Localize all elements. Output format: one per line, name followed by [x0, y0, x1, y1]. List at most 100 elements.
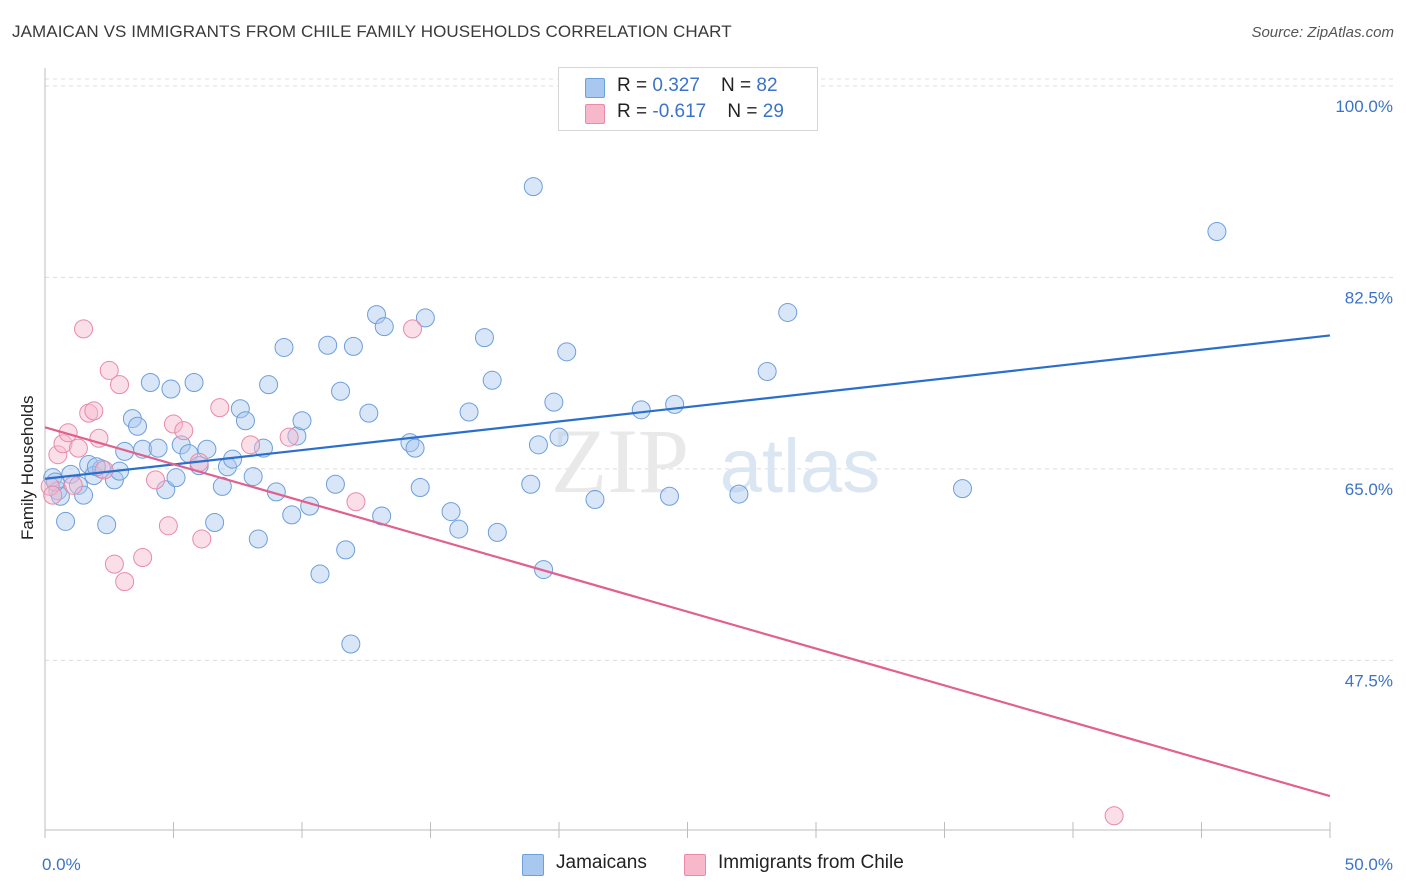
bottom-legend-label-jamaicans: Jamaicans: [556, 852, 647, 873]
chile-point: [279, 427, 299, 447]
jamaican-point: [86, 457, 106, 477]
jamaican-point: [544, 392, 564, 412]
jamaican-point: [148, 438, 168, 458]
legend-swatch-jamaicans: [585, 78, 605, 98]
jamaican-point: [405, 438, 425, 458]
data-points: [40, 177, 1227, 826]
jamaican-point: [292, 411, 312, 431]
chile-point: [241, 435, 261, 455]
jamaican-point: [318, 335, 338, 355]
chile-point: [63, 475, 83, 495]
r-label: R =: [617, 75, 653, 96]
correlation-legend: R = 0.327 N = 82 R = -0.617 N = 29: [558, 67, 818, 131]
jamaican-point: [441, 502, 461, 522]
n-value: 82: [756, 75, 778, 96]
chile-point: [210, 398, 230, 418]
chile-point: [133, 548, 153, 568]
jamaican-point: [1207, 221, 1227, 241]
jamaican-point: [952, 479, 972, 499]
legend-swatch-chile: [585, 104, 605, 124]
jamaican-point: [287, 426, 307, 446]
n-value: 29: [762, 101, 784, 122]
jamaican-point: [374, 317, 394, 337]
jamaican-point: [140, 372, 160, 392]
jamaican-point: [482, 370, 502, 390]
chile-point: [99, 360, 119, 380]
jamaican-point: [56, 511, 76, 531]
jamaican-point: [557, 342, 577, 362]
jamaican-point: [161, 379, 181, 399]
chart-title: JAMAICAN VS IMMIGRANTS FROM CHILE FAMILY…: [12, 22, 732, 41]
jamaican-point: [205, 513, 225, 533]
jamaican-point: [474, 328, 494, 348]
jamaican-point: [253, 438, 273, 458]
watermark-atlas: atlas: [720, 424, 881, 509]
legend-stats-chile: R = -0.617 N = 29: [617, 101, 784, 123]
bottom-legend-label-chile: Immigrants from Chile: [718, 852, 904, 873]
jamaican-point: [274, 337, 294, 357]
chile-point: [84, 401, 104, 421]
jamaican-point: [415, 308, 435, 328]
jamaican-point: [166, 468, 186, 488]
chile-point: [94, 460, 114, 480]
chile-point: [192, 529, 212, 549]
n-label: N =: [727, 101, 763, 122]
chile-point: [89, 428, 109, 448]
jamaican-point: [729, 484, 749, 504]
legend-stats-jamaicans: R = 0.327 N = 82: [617, 75, 778, 97]
bottom-legend-swatch-chile: [684, 854, 706, 876]
jamaican-point: [282, 505, 302, 525]
jamaican-point: [757, 362, 777, 382]
watermark: ZIP atlas: [551, 410, 880, 512]
jamaican-point: [243, 467, 263, 487]
jamaican-point: [310, 564, 330, 584]
trend-lines: [44, 334, 1331, 798]
jamaican-point: [660, 486, 680, 506]
jamaican-point: [68, 475, 88, 495]
chile-point: [110, 375, 130, 395]
chile-point: [43, 485, 63, 505]
x-tick-label: 0.0%: [42, 855, 81, 874]
jamaican-point: [343, 336, 363, 356]
jamaican-point: [410, 478, 430, 498]
chile-point: [403, 319, 423, 339]
jamaican-point: [336, 540, 356, 560]
jamaican-point: [487, 522, 507, 542]
chile-point: [104, 554, 124, 574]
r-value: 0.327: [652, 75, 700, 96]
jamaican-point: [331, 381, 351, 401]
jamaican-point: [259, 375, 279, 395]
chile-trend-line: [44, 426, 1331, 798]
chile-point: [158, 516, 178, 536]
jamaican-point: [325, 474, 345, 494]
axes: [44, 68, 1331, 838]
y-tick-label: 100.0%: [1335, 97, 1393, 116]
x-tick-label: 50.0%: [1345, 855, 1393, 874]
jamaican-point: [341, 634, 361, 654]
jamaican-point: [128, 416, 148, 436]
chile-point: [74, 319, 94, 339]
chile-point: [68, 438, 88, 458]
jamaican-point: [778, 302, 798, 322]
jamaican-point: [230, 399, 250, 419]
jamaican-point: [235, 411, 255, 431]
jamaican-point: [521, 474, 541, 494]
jamaican-point: [74, 485, 94, 505]
jamaican-trend-line: [44, 334, 1331, 480]
bottom-legend-swatch-jamaicans: [522, 854, 544, 876]
jamaican-point: [585, 490, 605, 510]
y-tick-label: 47.5%: [1345, 671, 1393, 690]
source-label: Source: ZipAtlas.com: [1251, 24, 1394, 41]
jamaican-point: [248, 529, 268, 549]
y-tick-label: 65.0%: [1345, 480, 1393, 499]
chile-point: [53, 434, 73, 454]
chile-point: [164, 414, 183, 434]
chile-point: [115, 572, 135, 592]
watermark-zip: ZIP: [551, 410, 689, 512]
tick-labels: 47.5% 65.0% 82.5% 100.0% 0.0% 50.0%: [42, 97, 1393, 874]
chile-point: [174, 421, 194, 441]
jamaican-point: [184, 372, 204, 392]
grid-lines: [45, 78, 1395, 661]
n-label: N =: [721, 75, 757, 96]
